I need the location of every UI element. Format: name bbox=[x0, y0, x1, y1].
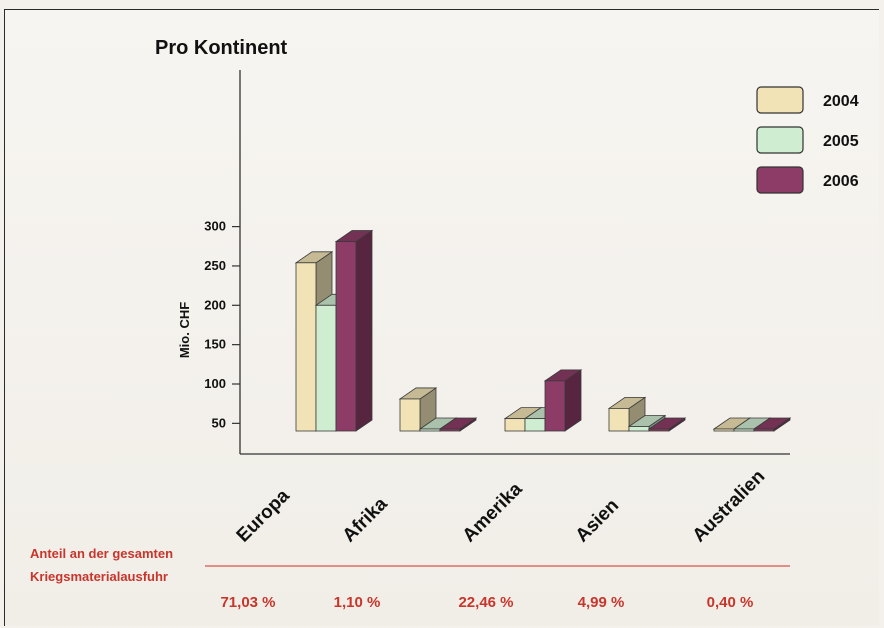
bar-front-face bbox=[628, 426, 650, 432]
y-tick-label: 150 bbox=[204, 337, 226, 352]
bar-amerika-2006 bbox=[543, 369, 583, 432]
share-value: 0,40 % bbox=[707, 594, 754, 611]
bar-side-face bbox=[355, 229, 373, 432]
legend-swatch bbox=[756, 86, 804, 114]
category-label: Amerika bbox=[459, 478, 527, 546]
bar-australien-2006 bbox=[752, 417, 792, 432]
chart-frame bbox=[4, 9, 879, 626]
bar-front-face bbox=[439, 428, 461, 432]
legend-label: 2004 bbox=[823, 93, 859, 110]
bar-afrika-2006 bbox=[438, 417, 478, 432]
bar-afrika-2004 bbox=[398, 387, 438, 432]
bar-front-face bbox=[544, 380, 566, 432]
y-tick-label: 100 bbox=[204, 376, 226, 391]
share-value: 1,10 % bbox=[334, 594, 381, 611]
bar-europa-2006 bbox=[334, 229, 374, 432]
share-value: 4,99 % bbox=[578, 594, 625, 611]
bar-asien-2004 bbox=[607, 396, 647, 432]
category-label: Europa bbox=[233, 485, 294, 546]
legend-swatch bbox=[756, 166, 804, 194]
bar-front-face bbox=[315, 304, 337, 432]
y-tick-label: 300 bbox=[204, 219, 226, 234]
bar-front-face bbox=[335, 241, 357, 432]
bar-asien-2006 bbox=[647, 417, 687, 432]
bar-front-face bbox=[753, 428, 775, 432]
share-value: 22,46 % bbox=[458, 594, 513, 611]
bar-front-face bbox=[399, 398, 421, 432]
chart-title: Pro Kontinent bbox=[155, 37, 288, 59]
legend-swatch bbox=[756, 126, 804, 154]
bar-front-face bbox=[295, 262, 317, 432]
category-label: Asien bbox=[572, 495, 623, 546]
y-axis-label: Mio. CHF bbox=[177, 302, 192, 358]
y-tick-label: 250 bbox=[204, 258, 226, 273]
bar-front-face bbox=[648, 428, 670, 432]
legend-label: 2006 bbox=[823, 173, 859, 190]
y-tick-label: 50 bbox=[212, 415, 226, 430]
category-label: Afrika bbox=[339, 493, 392, 546]
bar-front-face bbox=[713, 428, 735, 432]
share-value: 71,03 % bbox=[220, 594, 275, 611]
y-tick-label: 200 bbox=[204, 297, 226, 312]
bar-front-face bbox=[608, 407, 630, 432]
share-label-line1: Anteil an der gesamten bbox=[30, 546, 173, 561]
legend-label: 2005 bbox=[823, 133, 859, 150]
share-label-line2: Kriegsmaterialausfuhr bbox=[30, 569, 168, 584]
category-label: Australien bbox=[689, 466, 770, 547]
bar-front-face bbox=[524, 418, 546, 432]
bar-front-face bbox=[419, 428, 441, 432]
bar-front-face bbox=[733, 428, 755, 432]
bar-front-face bbox=[504, 418, 526, 432]
